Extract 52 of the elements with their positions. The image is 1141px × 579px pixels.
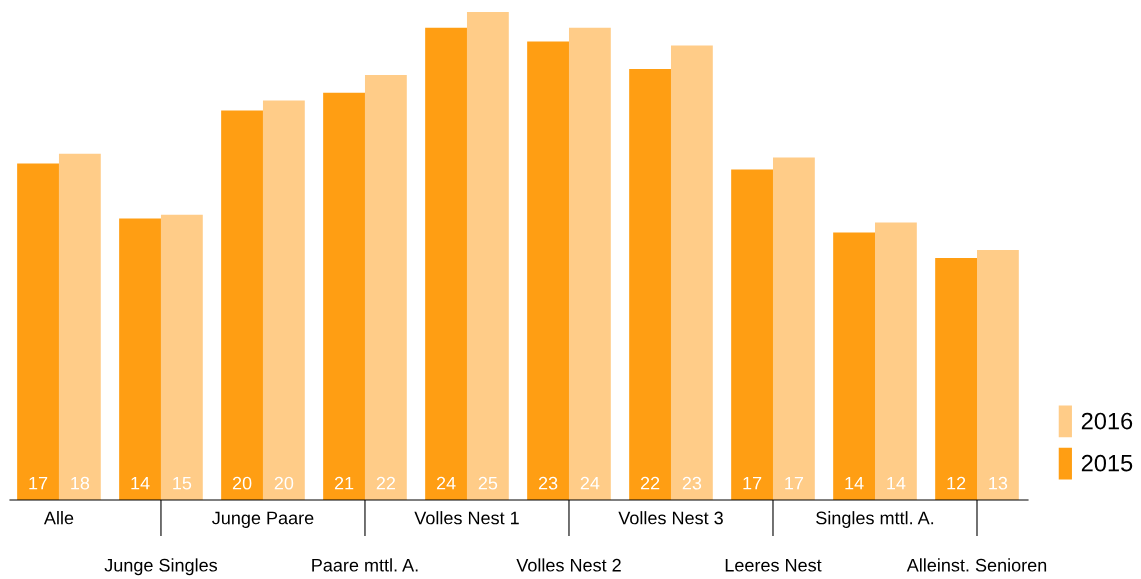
data-label: 21	[334, 476, 354, 490]
x-tick-label: Junge Singles	[104, 558, 218, 576]
data-label: 15	[173, 476, 192, 490]
bar	[17, 163, 59, 500]
bar	[935, 257, 977, 500]
bar	[323, 92, 365, 500]
data-label: 14	[887, 476, 906, 490]
data-label: 17	[743, 476, 762, 490]
x-tick-label: Volles Nest 2	[516, 558, 621, 572]
data-label: 17	[29, 476, 48, 490]
bar	[670, 45, 713, 500]
bar	[629, 69, 671, 500]
data-label: 12	[947, 476, 966, 490]
bar	[772, 157, 815, 500]
bar	[58, 153, 101, 500]
bar	[119, 218, 161, 500]
data-label: 22	[376, 476, 396, 490]
bar	[364, 74, 407, 500]
x-tick-label: Volles Nest 1	[414, 511, 519, 525]
x-tick-label: Alleinst. Senioren	[906, 558, 1047, 572]
bar	[425, 27, 467, 500]
data-label: 23	[538, 476, 558, 490]
bar	[262, 100, 305, 500]
data-label: 24	[580, 476, 600, 490]
bar	[221, 110, 263, 500]
data-label: 17	[785, 476, 804, 490]
bar	[874, 222, 917, 500]
bar	[977, 250, 1019, 500]
x-tick-label: Volles Nest 3	[618, 511, 723, 525]
x-tick-label: Paare mttl. A.	[312, 558, 418, 572]
legend-label: 2015	[1081, 454, 1133, 472]
bar	[568, 27, 611, 500]
bar	[731, 169, 773, 500]
data-label: 22	[640, 476, 660, 490]
bar	[160, 214, 203, 500]
data-label: 24	[436, 476, 456, 490]
data-label: 13	[989, 476, 1008, 490]
data-label: 20	[232, 476, 252, 490]
data-label: 18	[71, 476, 90, 490]
data-label: 25	[478, 476, 498, 490]
data-label: 14	[131, 476, 150, 490]
data-label: 20	[274, 476, 294, 490]
bar	[833, 232, 875, 500]
x-tick-label: Singles mttl. A.	[816, 511, 934, 528]
x-tick-label: Alle	[43, 511, 74, 525]
bar	[527, 41, 569, 500]
bar	[466, 12, 509, 500]
x-tick-label: Junge Paare	[212, 511, 314, 528]
legend-label: 2016	[1081, 412, 1133, 430]
data-label: 14	[845, 476, 864, 490]
data-label: 23	[682, 476, 702, 490]
x-tick-label: Leeres Nest	[725, 559, 822, 572]
